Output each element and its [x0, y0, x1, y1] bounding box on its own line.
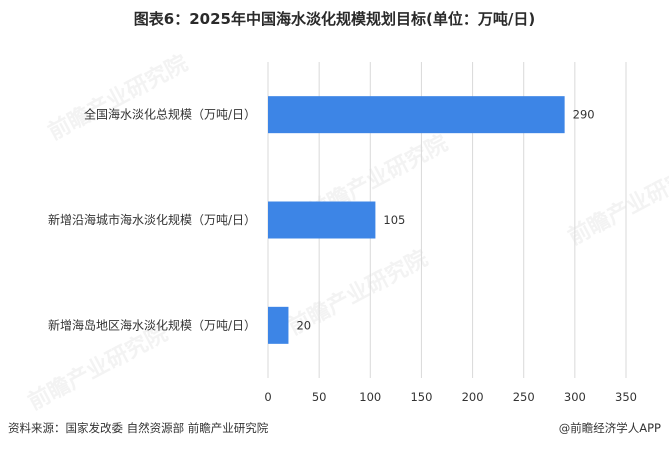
bar	[268, 306, 289, 344]
x-tick-label: 50	[312, 390, 327, 404]
x-tick-label: 150	[410, 390, 432, 404]
x-tick-label: 200	[462, 390, 484, 404]
category-label: 新增海岛地区海水淡化规模（万吨/日）	[48, 317, 256, 332]
data-label: 290	[573, 108, 595, 122]
category-label: 新增沿海城市海水淡化规模（万吨/日）	[48, 212, 256, 227]
source-note: 资料来源：国家发改委 自然资源部 前瞻产业研究院	[8, 421, 269, 435]
x-tick-label: 350	[615, 390, 637, 404]
x-tick-label: 100	[359, 390, 381, 404]
bar	[268, 96, 565, 134]
brand-credit: @前瞻经济学人APP	[558, 421, 661, 435]
x-tick-label: 0	[264, 390, 271, 404]
chart-title: 图表6：2025年中国海水淡化规模规划目标(单位：万吨/日)	[133, 10, 536, 28]
bar	[268, 201, 376, 239]
data-label: 105	[383, 213, 405, 227]
data-label: 20	[296, 318, 311, 332]
x-tick-label: 250	[513, 390, 535, 404]
x-tick-label: 300	[564, 390, 586, 404]
category-label: 全国海水淡化总规模（万吨/日）	[84, 107, 256, 122]
